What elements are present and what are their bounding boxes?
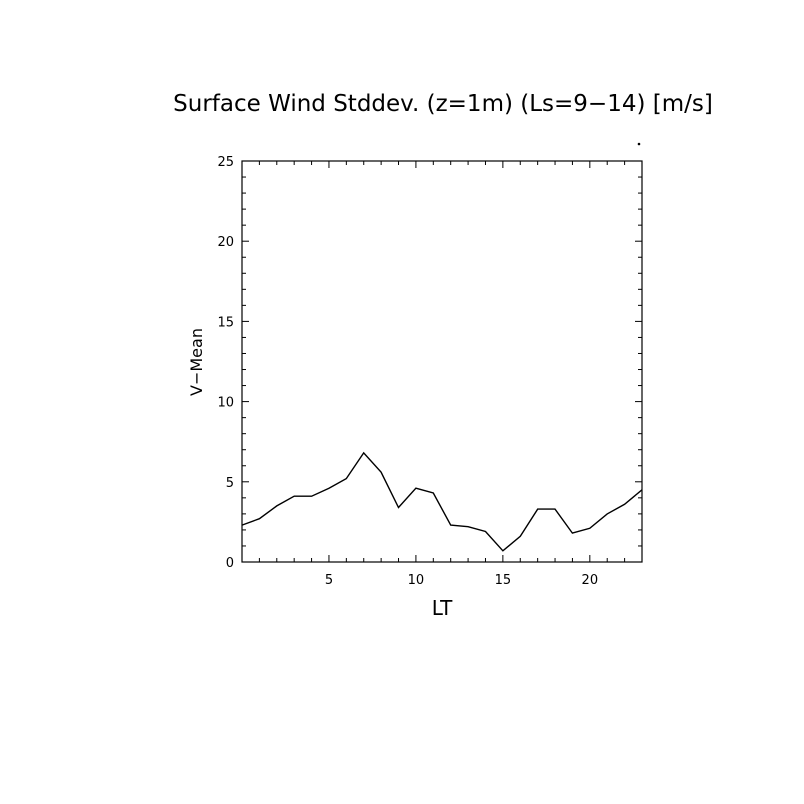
y-tick-label: 10: [217, 396, 234, 411]
y-tick-label: 0: [226, 556, 234, 571]
x-tick-label: 10: [408, 573, 425, 588]
y-axis-label: V−Mean: [187, 328, 206, 396]
x-tick-label: 5: [325, 573, 333, 588]
y-tick-label: 20: [217, 235, 234, 250]
series-points: [242, 453, 642, 551]
chart-title: Surface Wind Stddev. (z=1m) (Ls=9−14) [m…: [173, 91, 713, 117]
axis-ticks: [241, 160, 643, 563]
y-tick-label: 25: [217, 155, 234, 170]
y-tick-labels: 0 5 10 15 20 25: [217, 155, 234, 571]
x-axis-label: LT: [432, 596, 453, 620]
plot-frame: [241, 160, 643, 563]
corner-dot: [637, 142, 641, 146]
y-tick-label: 5: [226, 476, 234, 491]
series-line: [241, 451, 643, 552]
x-tick-labels: 5 10 15 20: [325, 573, 598, 588]
y-tick-label: 15: [217, 315, 234, 330]
x-tick-label: 15: [495, 573, 512, 588]
x-tick-label: 20: [582, 573, 599, 588]
